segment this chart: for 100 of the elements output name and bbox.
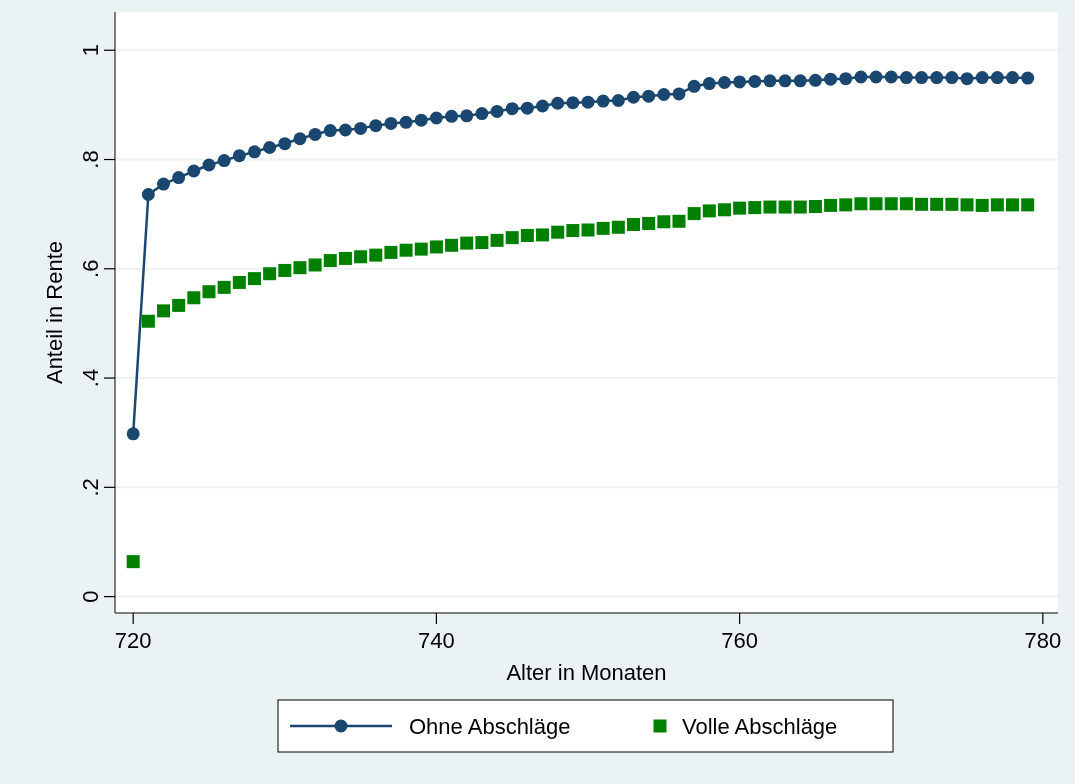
point <box>854 70 868 84</box>
point <box>278 137 292 151</box>
point <box>915 71 929 85</box>
point <box>338 123 352 137</box>
point <box>414 242 428 256</box>
point <box>672 214 686 228</box>
point <box>232 149 246 163</box>
point <box>354 250 368 264</box>
point <box>717 75 731 89</box>
point <box>945 197 959 211</box>
point <box>445 109 459 123</box>
point <box>399 115 413 129</box>
legend-label: Ohne Abschläge <box>409 714 571 739</box>
point <box>384 245 398 259</box>
point <box>460 109 474 123</box>
point <box>384 116 398 130</box>
point <box>945 71 959 85</box>
y-tick-label: 0 <box>78 590 103 603</box>
point <box>308 258 322 272</box>
y-axis-title: Anteil in Rente <box>42 240 67 385</box>
y-tick-label: 1 <box>78 44 103 57</box>
point <box>1021 198 1035 212</box>
point <box>733 75 747 89</box>
point <box>960 198 974 212</box>
point <box>217 280 231 294</box>
point <box>763 200 777 214</box>
point <box>187 291 201 305</box>
point <box>323 254 337 268</box>
point <box>702 77 716 91</box>
point <box>930 71 944 85</box>
x-tick-label: 720 <box>114 628 152 653</box>
point <box>520 228 534 242</box>
point <box>263 141 277 154</box>
point <box>126 427 140 441</box>
point <box>808 200 822 214</box>
point <box>899 71 913 85</box>
point <box>748 201 762 215</box>
point <box>172 298 186 312</box>
x-tick-label: 740 <box>418 628 455 653</box>
point <box>293 132 307 146</box>
point <box>627 90 640 104</box>
point <box>157 304 171 318</box>
point <box>263 267 277 281</box>
point <box>824 198 838 212</box>
point <box>778 200 792 214</box>
point <box>884 70 898 84</box>
point <box>490 233 504 247</box>
point <box>369 119 383 133</box>
point <box>627 218 640 232</box>
point <box>475 107 489 121</box>
y-tick-label: .4 <box>78 368 103 388</box>
point <box>460 236 474 250</box>
point <box>611 94 625 108</box>
x-axis-title: Alter in Monaten <box>506 660 667 685</box>
point <box>202 285 216 299</box>
point <box>990 71 1004 85</box>
point <box>869 197 883 211</box>
point <box>657 215 671 229</box>
point <box>763 74 777 88</box>
point <box>687 79 701 93</box>
x-tick-label: 760 <box>721 628 758 653</box>
point <box>520 101 534 115</box>
point <box>247 145 261 159</box>
point <box>672 87 686 101</box>
point <box>475 236 489 250</box>
point <box>536 228 550 242</box>
point <box>596 221 610 235</box>
point <box>657 88 671 101</box>
point <box>157 177 171 191</box>
point <box>702 204 716 218</box>
point <box>899 197 913 211</box>
point <box>839 198 853 212</box>
point <box>399 243 413 257</box>
point <box>445 238 459 252</box>
point <box>884 197 898 211</box>
point <box>793 74 807 88</box>
point <box>202 158 216 172</box>
point <box>566 96 580 110</box>
point <box>748 74 762 88</box>
point <box>490 104 504 118</box>
point <box>354 121 368 135</box>
point <box>839 72 853 86</box>
point <box>278 263 292 277</box>
point <box>1021 71 1035 85</box>
point <box>232 275 246 289</box>
point <box>611 220 625 234</box>
point <box>308 127 322 141</box>
point <box>642 216 656 230</box>
point <box>960 72 974 86</box>
point <box>930 197 944 211</box>
point <box>414 113 428 127</box>
point <box>566 224 580 238</box>
point <box>1006 71 1020 85</box>
point <box>172 171 186 185</box>
legend-label: Volle Abschläge <box>682 714 838 739</box>
point <box>687 207 701 221</box>
point <box>293 261 307 275</box>
point <box>141 314 155 328</box>
point <box>869 70 883 84</box>
point <box>642 89 656 103</box>
